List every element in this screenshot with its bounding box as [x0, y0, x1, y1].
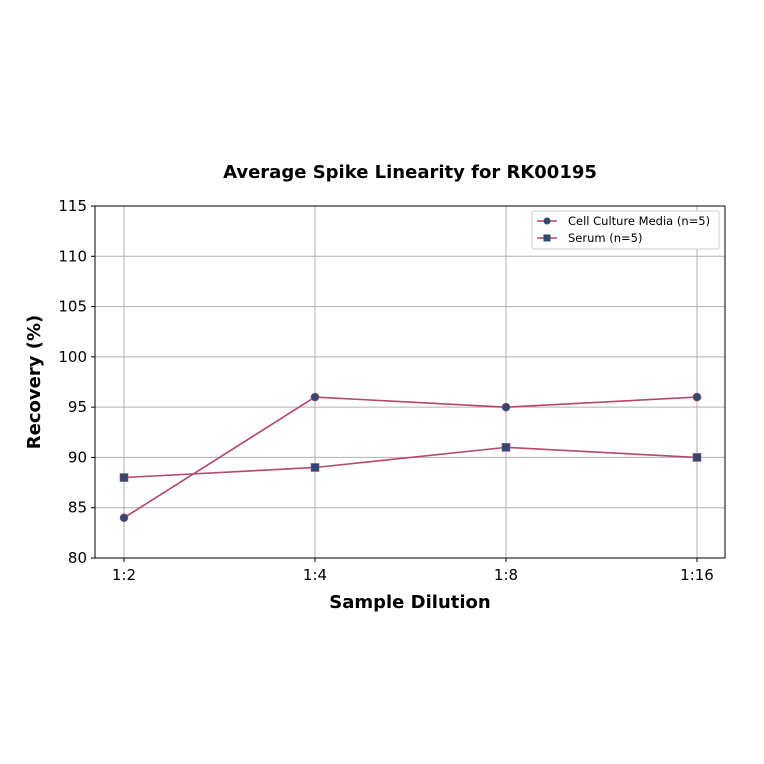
legend-entry: Serum (n=5)	[568, 231, 642, 245]
series-line	[123, 446, 698, 479]
y-tick-label: 100	[58, 348, 87, 366]
grid-lines	[95, 205, 725, 559]
series-line	[123, 396, 698, 519]
data-series	[119, 392, 702, 523]
plot-area	[94, 205, 726, 559]
x-axis-ticks: 1:2 1:4 1:8 1:16	[112, 558, 714, 584]
y-tick-label: 80	[68, 549, 87, 567]
x-tick-label: 1:4	[303, 566, 327, 584]
y-tick-label: 110	[58, 247, 87, 265]
x-tick-label: 1:16	[680, 566, 714, 584]
x-axis-label: Sample Dilution	[329, 592, 490, 613]
legend-entry: Cell Culture Media (n=5)	[568, 214, 710, 228]
y-tick-label: 95	[68, 398, 87, 416]
y-tick-label: 115	[58, 197, 87, 215]
legend: Cell Culture Media (n=5) Serum (n=5)	[531, 210, 720, 250]
chart-title: Average Spike Linearity for RK00195	[223, 162, 597, 183]
x-tick-label: 1:2	[112, 566, 136, 584]
x-tick-label: 1:8	[494, 566, 518, 584]
y-tick-label: 90	[68, 448, 87, 466]
y-tick-label: 85	[68, 499, 87, 517]
y-axis-ticks: 80 85 90 95 100 105 110 115	[58, 197, 95, 567]
y-tick-label: 105	[58, 298, 87, 316]
y-axis-label: Recovery (%)	[24, 315, 45, 449]
